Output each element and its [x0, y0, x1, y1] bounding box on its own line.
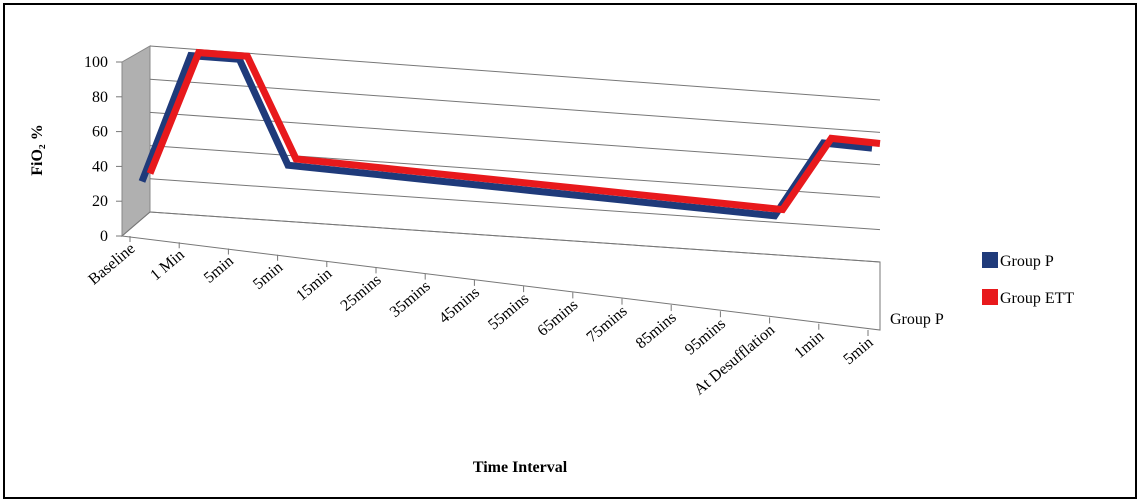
y-tick-label: 40	[92, 158, 108, 175]
x-axis-title: Time Interval	[473, 459, 568, 476]
legend-swatch	[982, 289, 998, 305]
grid-line	[149, 145, 881, 198]
grid-line	[149, 45, 881, 101]
depth-label: Group P	[890, 311, 944, 328]
series-line	[138, 51, 873, 220]
frame	[3, 3, 1137, 499]
series-line	[146, 48, 881, 214]
grid-line	[149, 78, 881, 133]
y-tick-label: 80	[92, 89, 108, 106]
side-wall	[121, 45, 151, 238]
grid-line	[149, 178, 881, 231]
legend-label: Group P	[1000, 253, 1054, 270]
y-tick-label: 20	[92, 193, 108, 210]
y-axis-title: FiO₂ %	[29, 124, 46, 175]
legend-swatch	[982, 252, 998, 268]
y-tick-label: 60	[92, 124, 108, 141]
legend-label: Group ETT	[1000, 290, 1074, 307]
y-tick-label: 0	[100, 228, 108, 245]
grid-line	[149, 111, 881, 166]
y-tick-label: 100	[84, 54, 108, 71]
